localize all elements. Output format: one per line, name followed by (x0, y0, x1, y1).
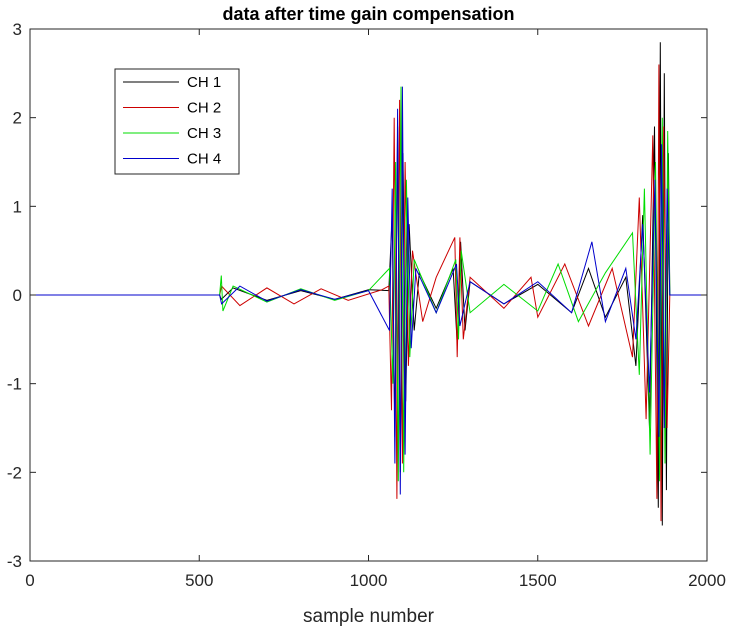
legend-label-ch1: CH 1 (187, 74, 221, 91)
legend: CH 1 CH 2 CH 3 CH 4 (114, 68, 240, 175)
y-tick-label: 0 (13, 286, 22, 305)
y-tick-label: -1 (7, 375, 22, 394)
legend-label-ch3: CH 3 (187, 125, 221, 142)
y-tick-label: -2 (7, 463, 22, 482)
x-tick-label: 1500 (519, 571, 557, 590)
y-tick-label: 2 (13, 109, 22, 128)
y-tick-label: -3 (7, 552, 22, 571)
legend-box (114, 68, 240, 175)
x-tick-label: 2000 (688, 571, 726, 590)
legend-label-ch4: CH 4 (187, 151, 221, 168)
series-line-ch2 (30, 64, 707, 522)
y-tick-label: 1 (13, 197, 22, 216)
x-tick-label: 500 (185, 571, 213, 590)
legend-label-ch2: CH 2 (187, 100, 221, 117)
x-tick-label: 1000 (350, 571, 388, 590)
x-axis-label: sample number (303, 606, 435, 627)
y-tick-label: 3 (13, 20, 22, 39)
series-line-ch4 (30, 86, 707, 495)
chart-title: data after time gain compensation (222, 4, 514, 24)
x-tick-label: 0 (25, 571, 34, 590)
